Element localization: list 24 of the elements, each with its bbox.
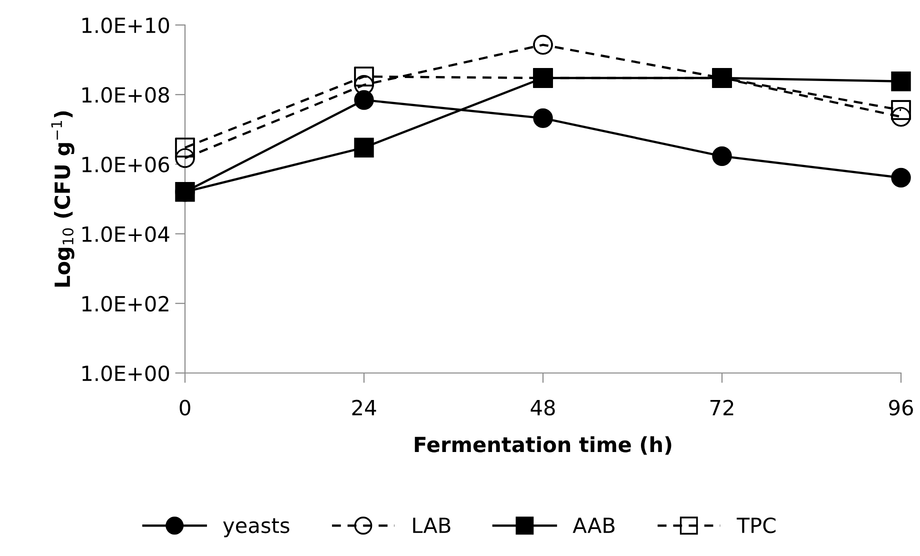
point bbox=[175, 182, 195, 202]
y-axis-title: Log$_{10}$ (CFU g$^{−1}$) bbox=[51, 111, 74, 287]
point bbox=[354, 138, 374, 158]
y-tick-label: 1.0E+04 bbox=[82, 226, 170, 242]
x-tick-label: 96 bbox=[889, 400, 913, 416]
point bbox=[712, 146, 732, 166]
y-tick-label: 1.0E+08 bbox=[82, 87, 169, 103]
y-tick-label: 1.0E+10 bbox=[82, 17, 170, 34]
x-tick-label: 24 bbox=[352, 400, 376, 416]
x-axis-title: Fermentation time (h) bbox=[414, 436, 672, 455]
legend-label: yeasts bbox=[223, 518, 290, 538]
legend-label: TPC bbox=[736, 517, 776, 534]
point bbox=[891, 168, 911, 188]
y-tick-label: 1.0E+02 bbox=[82, 296, 168, 312]
point bbox=[533, 108, 553, 128]
point bbox=[354, 90, 374, 110]
x-tick-label: 48 bbox=[530, 400, 555, 416]
legend-label: AAB bbox=[572, 518, 614, 533]
y-tick-label: 1.0E+06 bbox=[82, 156, 170, 172]
point bbox=[891, 72, 911, 92]
legend-label: LAB bbox=[413, 518, 450, 533]
y-tick-label: 1.0E+00 bbox=[82, 365, 170, 382]
x-tick-label: 0 bbox=[180, 400, 190, 416]
x-tick-label: 72 bbox=[710, 400, 734, 416]
